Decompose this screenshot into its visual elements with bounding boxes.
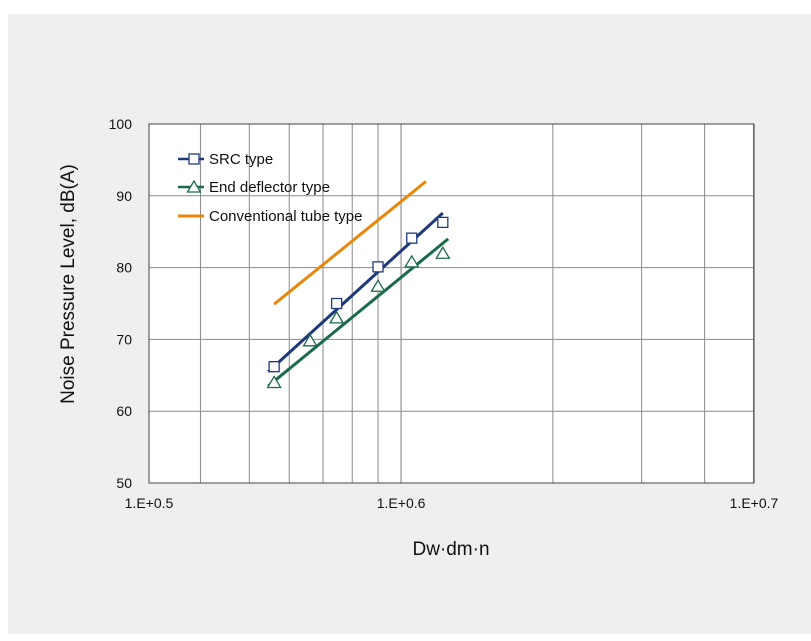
plot-border — [148, 123, 755, 484]
series-2 — [266, 237, 451, 389]
data-point — [330, 297, 343, 310]
data-point — [268, 361, 280, 373]
data-point — [404, 254, 420, 268]
data-point — [370, 278, 386, 292]
data-point — [328, 310, 345, 324]
plot-area — [148, 123, 755, 484]
x-tick-label: 1.E+0.7 — [730, 495, 779, 511]
legend-entry: End deflector type — [178, 179, 330, 196]
y-tick-label: 90 — [116, 188, 132, 204]
tick-labels: 50 60 70 80 90 100 1.E+0.5 1.E+0.6 1.E+0.7 — [109, 116, 779, 511]
legend-label: SRC type — [209, 151, 273, 168]
legend-marker — [186, 179, 202, 193]
series-layer — [266, 180, 451, 389]
series-3 — [273, 180, 427, 306]
y-tick-label: 50 — [116, 475, 132, 491]
y-tick-label: 60 — [116, 403, 132, 419]
data-point — [435, 245, 451, 259]
y-tick-label: 70 — [116, 331, 132, 347]
data-point — [372, 261, 384, 273]
x-tick-label: 1.E+0.6 — [377, 495, 426, 511]
data-point — [302, 333, 318, 347]
x-axis-title: Dw·dm·n — [412, 539, 489, 560]
legend-marker — [188, 153, 200, 165]
y-tick-label: 80 — [116, 260, 132, 276]
x-tick-label: 1.E+0.5 — [125, 495, 174, 511]
data-point — [437, 216, 449, 229]
y-tick-label: 100 — [109, 116, 133, 132]
legend-entry: Conventional tube type — [178, 208, 362, 225]
legend-label: End deflector type — [209, 179, 330, 196]
series-fit-line — [267, 237, 450, 388]
y-axis-title: Noise Pressure Level, dB(A) — [58, 164, 79, 404]
data-point — [266, 375, 282, 389]
series-fit-line — [273, 180, 427, 306]
legend-entry: SRC type — [178, 151, 273, 168]
data-point — [406, 232, 418, 244]
legend-label: Conventional tube type — [209, 208, 362, 225]
series-1 — [267, 211, 449, 373]
legend: SRC type End deflector type Conventional t… — [178, 151, 362, 225]
